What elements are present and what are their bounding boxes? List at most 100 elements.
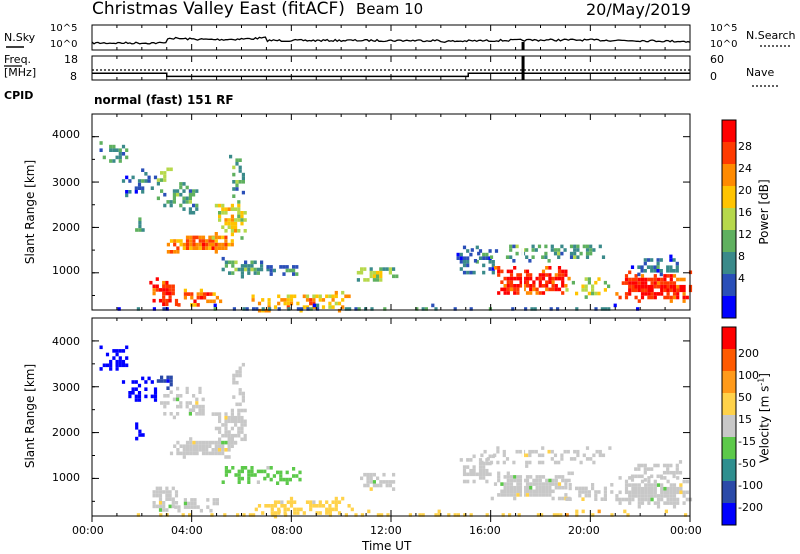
power-echo-region [615, 270, 693, 303]
noise-right-tick-bottom: 10^0 [710, 39, 738, 50]
power-echo-region [229, 154, 245, 198]
vel-ytick-1000: 1000 [52, 471, 80, 484]
vel-echo-region [254, 496, 354, 519]
beam-label: Beam 10 [356, 0, 424, 18]
power-echo-region [149, 277, 179, 307]
vel-echo-region [174, 498, 219, 513]
power-echo-region [135, 217, 145, 232]
power-echo-region [211, 200, 247, 240]
noise-right-label: N.Search [746, 29, 796, 42]
xtick-4: 16:00 [469, 524, 501, 537]
power-cb-12: 12 [738, 228, 752, 241]
date-label: 20/May/2019 [586, 0, 691, 19]
noise-left-label: N.Sky [4, 31, 36, 44]
vel-ytick-3000: 3000 [52, 381, 80, 394]
freq-label-2: [MHz] [4, 66, 37, 79]
station-title: Christmas Valley East (fitACF) [92, 0, 345, 19]
power-ylabel: Slant Range [km] [23, 159, 37, 265]
noise-sky-line [91, 36, 691, 45]
vel-colorbar-segment [722, 415, 736, 437]
vel-colorbar-segment [722, 503, 736, 525]
vel-cb-100: 100 [738, 369, 759, 382]
power-ytick-4000: 4000 [52, 128, 80, 141]
vel-echo-region [480, 446, 612, 468]
power-echo-region [156, 167, 173, 186]
power-ytick-1000: 1000 [52, 264, 80, 277]
vel-echo-region [565, 483, 614, 501]
power-colorbar-segment [722, 164, 736, 186]
power-colorbar-segment [722, 186, 736, 208]
power-colorbar-segment [722, 252, 736, 274]
vel-colorbar-segment [722, 459, 736, 481]
power-echo-region [456, 245, 499, 275]
time-axis [91, 516, 691, 522]
vel-cb-200: 200 [738, 347, 759, 360]
vel-echo-region [156, 375, 173, 390]
power-cb-16: 16 [738, 206, 752, 219]
power-echo-region [166, 232, 234, 254]
freq-line [92, 72, 690, 78]
vel-cb-m100: -100 [738, 479, 763, 492]
vel-cb-m50: -50 [738, 457, 756, 470]
vel-cb-50: 50 [738, 391, 752, 404]
power-echo-region [493, 266, 571, 295]
power-cb-20: 20 [738, 184, 752, 197]
vel-echo-region [152, 486, 179, 512]
noise-right-tick-top: 10^5 [710, 23, 738, 34]
velocity-panel [91, 317, 737, 526]
vel-ylabel: Slant Range [km] [23, 363, 37, 469]
power-cb-24: 24 [738, 162, 752, 175]
vel-colorbar-segment [722, 349, 736, 371]
power-cb-8: 8 [738, 250, 745, 263]
power-cb-28: 28 [738, 140, 752, 153]
power-echo-region [266, 265, 299, 276]
power-colorbar-frame [721, 119, 737, 319]
xtick-0: 00:00 [72, 524, 104, 537]
vel-echo-region [360, 472, 396, 491]
xtick-1: 04:00 [171, 524, 203, 537]
power-colorbar-segment [722, 274, 736, 296]
vel-echo-region [211, 408, 247, 445]
frequency-panel [4, 55, 778, 87]
vel-echo-region [459, 454, 495, 484]
power-ytick-3000: 3000 [52, 176, 80, 189]
noise-panel [6, 24, 790, 51]
power-echo-region [356, 267, 399, 282]
xtick-6: 00:00 [670, 524, 702, 537]
cpid-text: normal (fast) 151 RF [94, 93, 234, 107]
power-ytick-2000: 2000 [52, 221, 80, 234]
vel-echo-region [169, 437, 238, 459]
xaxis-label: Time UT [362, 539, 412, 553]
power-colorbar-segment [722, 120, 736, 142]
power-colorbar-label: Power [dB] [757, 179, 771, 245]
vel-echo-region [121, 376, 158, 402]
vel-colorbar-label: Velocity [m s-1] [756, 373, 772, 463]
nave-label: Nave [746, 66, 775, 79]
vel-echo-region [136, 509, 688, 517]
power-colorbar-segment [722, 208, 736, 230]
xtick-3: 12:00 [370, 524, 402, 537]
vel-echo-region [160, 386, 205, 420]
vel-colorbar-segment [722, 327, 736, 349]
power-colorbar-segment [722, 142, 736, 164]
power-panel [91, 113, 737, 319]
freq-tick-bottom: 8 [70, 70, 77, 83]
xtick-5: 20:00 [568, 524, 600, 537]
power-echo-region [630, 254, 679, 277]
power-echo-region [177, 288, 223, 307]
vel-echo-region [232, 362, 245, 407]
vel-echo-region [630, 460, 683, 482]
power-colorbar-segment [722, 296, 736, 318]
vel-colorbar-segment [722, 393, 736, 415]
noise-left-tick-bottom: 10^0 [50, 39, 78, 50]
power-echo-region [565, 277, 611, 299]
power-echo-region [121, 168, 158, 198]
freq-label-1: Freq. [4, 53, 32, 66]
vel-echo-region [135, 422, 145, 441]
vel-cb-m15: -15 [738, 435, 756, 448]
vel-colorbar-segment [722, 437, 736, 459]
nave-tick-top: 60 [710, 53, 724, 66]
vel-echo-region [615, 476, 693, 509]
nave-tick-bottom: 0 [710, 70, 717, 83]
